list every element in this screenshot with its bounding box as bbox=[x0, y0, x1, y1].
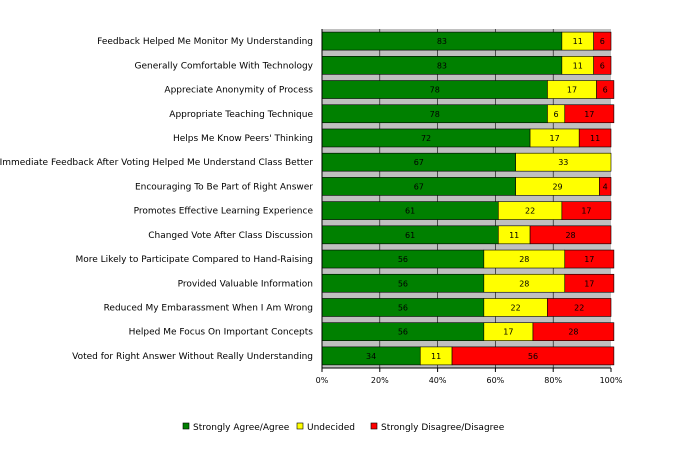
data-label: 29 bbox=[552, 182, 562, 191]
bar-segment bbox=[564, 249, 615, 269]
category-label: Provided Valuable Information bbox=[178, 279, 313, 289]
bar-segment bbox=[578, 128, 612, 148]
data-label: 67 bbox=[414, 182, 424, 191]
bar-segment bbox=[451, 346, 615, 366]
data-label: 11 bbox=[590, 134, 600, 143]
data-label: 11 bbox=[573, 61, 583, 70]
data-label: 22 bbox=[511, 303, 521, 312]
data-label: 61 bbox=[405, 231, 415, 240]
bar-segment bbox=[529, 225, 612, 245]
data-label: 11 bbox=[573, 37, 583, 46]
category-label: Helps Me Know Peers' Thinking bbox=[173, 134, 313, 144]
data-label: 17 bbox=[550, 134, 560, 143]
data-label: 28 bbox=[519, 255, 529, 264]
legend-swatch bbox=[182, 422, 190, 430]
x-tick-label: 60% bbox=[487, 376, 505, 385]
data-label: 83 bbox=[437, 37, 447, 46]
x-tick-label: 80% bbox=[544, 376, 562, 385]
data-label: 11 bbox=[509, 231, 519, 240]
data-label: 4 bbox=[603, 182, 608, 191]
bar-segment bbox=[593, 31, 612, 51]
data-label: 17 bbox=[584, 110, 594, 119]
data-label: 6 bbox=[603, 86, 608, 95]
data-label: 17 bbox=[567, 86, 577, 95]
category-label: Promotes Effective Learning Experience bbox=[134, 207, 314, 217]
data-label: 78 bbox=[430, 86, 440, 95]
category-label: Immediate Feedback After Voting Helped M… bbox=[0, 158, 313, 168]
legend-swatch bbox=[370, 422, 378, 430]
category-label: Encouraging To Be Part of Right Answer bbox=[135, 182, 313, 192]
category-label: Changed Vote After Class Discussion bbox=[148, 231, 313, 241]
data-label: 56 bbox=[528, 352, 538, 361]
data-label: 28 bbox=[519, 279, 529, 288]
legend-label: Strongly Agree/Agree bbox=[193, 423, 290, 433]
data-label: 56 bbox=[398, 303, 408, 312]
category-label: Feedback Helped Me Monitor My Understand… bbox=[97, 37, 313, 47]
data-label: 6 bbox=[600, 37, 605, 46]
legend-label: Undecided bbox=[307, 423, 355, 433]
category-labels: Feedback Helped Me Monitor My Understand… bbox=[0, 37, 314, 362]
data-label: 61 bbox=[405, 207, 415, 216]
bars: 83 11 6 83 11 6 78 17 6 78 6 17 72 17 11 67 33 67 29 4 61 22 1… bbox=[321, 31, 615, 366]
bar-segment bbox=[515, 152, 612, 172]
data-label: 34 bbox=[366, 352, 376, 361]
data-label: 17 bbox=[503, 328, 513, 337]
data-label: 17 bbox=[584, 279, 594, 288]
category-label: Appropriate Teaching Technique bbox=[169, 110, 313, 120]
data-label: 6 bbox=[554, 110, 559, 119]
data-label: 72 bbox=[421, 134, 431, 143]
data-label: 17 bbox=[581, 207, 591, 216]
legend-swatch bbox=[296, 422, 304, 430]
bar-segment bbox=[547, 298, 612, 317]
legend: Strongly Agree/Agree Undecided Strongly Di… bbox=[182, 422, 505, 433]
data-label: 67 bbox=[414, 158, 424, 167]
data-label: 33 bbox=[558, 158, 568, 167]
data-label: 78 bbox=[430, 110, 440, 119]
data-label: 28 bbox=[565, 231, 575, 240]
category-label: Generally Comfortable With Technology bbox=[135, 61, 314, 71]
legend-label: Strongly Disagree/Disagree bbox=[381, 423, 505, 433]
bar-segment bbox=[564, 273, 615, 293]
data-label: 22 bbox=[525, 207, 535, 216]
data-label: 6 bbox=[600, 61, 605, 70]
bar-segment bbox=[596, 80, 615, 99]
bar-segment bbox=[599, 177, 612, 196]
data-label: 28 bbox=[568, 328, 578, 337]
plot-area bbox=[322, 29, 611, 368]
data-label: 56 bbox=[398, 328, 408, 337]
bar-segment bbox=[561, 201, 612, 220]
data-label: 56 bbox=[398, 279, 408, 288]
data-label: 56 bbox=[398, 255, 408, 264]
data-label: 17 bbox=[584, 255, 594, 264]
data-label: 11 bbox=[431, 352, 441, 361]
category-label: Appreciate Anonymity of Process bbox=[164, 86, 313, 96]
x-tick-label: 100% bbox=[600, 376, 623, 385]
category-label: Voted for Right Answer Without Really Un… bbox=[72, 352, 313, 362]
x-tick-label: 20% bbox=[371, 376, 389, 385]
bar-segment bbox=[532, 322, 615, 341]
x-axis-ticks: 0% 20% 40% 60% 80% 100% bbox=[316, 368, 623, 385]
category-label: More Likely to Participate Compared to H… bbox=[76, 255, 314, 265]
bar-segment bbox=[593, 56, 612, 75]
data-label: 83 bbox=[437, 61, 447, 70]
category-label: Reduced My Embarassment When I Am Wrong bbox=[104, 303, 313, 313]
x-tick-label: 0% bbox=[316, 376, 329, 385]
bar-segment bbox=[564, 104, 615, 124]
data-label: 22 bbox=[574, 303, 584, 312]
category-label: Helped Me Focus On Important Concepts bbox=[129, 328, 314, 338]
x-tick-label: 40% bbox=[429, 376, 447, 385]
